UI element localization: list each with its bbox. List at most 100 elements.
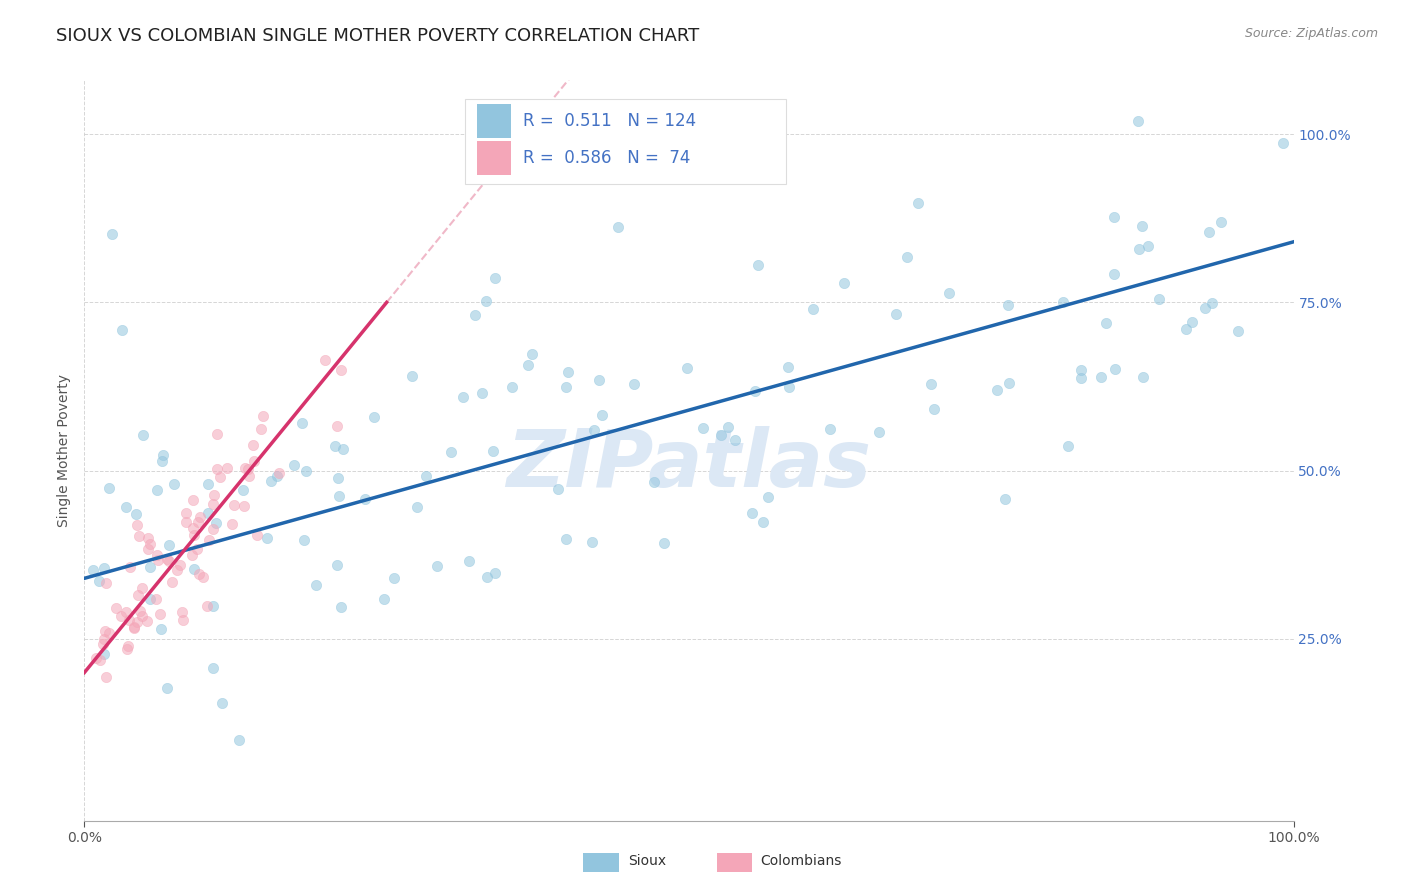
Point	[471, 386, 494, 401]
Point	[1052, 295, 1074, 310]
Point	[1132, 370, 1154, 384]
Point	[752, 515, 775, 529]
Point	[458, 554, 481, 568]
Point	[128, 529, 150, 543]
Point	[94, 576, 117, 591]
Point	[211, 697, 233, 711]
Point	[138, 541, 160, 556]
Point	[676, 361, 699, 376]
Point	[122, 621, 145, 635]
Point	[305, 578, 328, 592]
Point	[522, 347, 544, 361]
Point	[190, 510, 212, 524]
Point	[217, 461, 239, 475]
Point	[884, 307, 907, 321]
Point	[87, 574, 110, 588]
Point	[607, 220, 630, 235]
Point	[205, 462, 228, 476]
Point	[105, 601, 128, 615]
Point	[94, 670, 117, 684]
Point	[118, 613, 141, 627]
FancyBboxPatch shape	[717, 853, 752, 872]
Point	[114, 500, 136, 515]
Point	[501, 380, 523, 394]
Point	[326, 471, 349, 485]
Point	[1126, 113, 1149, 128]
Text: ZIPatlas: ZIPatlas	[506, 426, 872, 504]
Point	[224, 498, 246, 512]
Point	[652, 535, 675, 549]
Point	[1201, 296, 1223, 310]
Point	[232, 483, 254, 497]
Point	[330, 599, 353, 614]
Point	[363, 410, 385, 425]
Point	[152, 448, 174, 462]
Point	[181, 493, 204, 508]
Point	[139, 592, 162, 607]
Point	[776, 360, 799, 375]
Point	[1198, 225, 1220, 239]
Point	[131, 581, 153, 595]
Point	[1227, 324, 1250, 338]
Point	[202, 599, 225, 614]
Point	[166, 563, 188, 577]
Point	[93, 561, 115, 575]
Point	[127, 518, 149, 533]
Point	[986, 383, 1008, 397]
Point	[195, 599, 218, 613]
Point	[692, 421, 714, 435]
Point	[1209, 214, 1232, 228]
Point	[209, 469, 232, 483]
Point	[238, 462, 260, 476]
Point	[157, 538, 180, 552]
Point	[482, 444, 505, 458]
Point	[330, 362, 353, 376]
Point	[294, 533, 316, 548]
Point	[801, 302, 824, 317]
Point	[623, 376, 645, 391]
Point	[832, 276, 855, 290]
Point	[259, 475, 281, 489]
Point	[146, 548, 169, 562]
Point	[150, 454, 173, 468]
Point	[250, 421, 273, 435]
Point	[233, 460, 256, 475]
Point	[938, 285, 960, 300]
Point	[547, 482, 569, 496]
Point	[484, 271, 506, 285]
Text: Source: ZipAtlas.com: Source: ZipAtlas.com	[1244, 27, 1378, 40]
Point	[557, 365, 579, 379]
Point	[256, 531, 278, 545]
Point	[174, 506, 197, 520]
Point	[183, 528, 205, 542]
Point	[724, 433, 747, 447]
Point	[93, 632, 115, 647]
Text: SIOUX VS COLOMBIAN SINGLE MOTHER POVERTY CORRELATION CHART: SIOUX VS COLOMBIAN SINGLE MOTHER POVERTY…	[56, 27, 700, 45]
Point	[583, 423, 606, 437]
Point	[1102, 268, 1125, 282]
Point	[172, 606, 194, 620]
Point	[516, 358, 538, 372]
Point	[127, 588, 149, 602]
Point	[101, 227, 124, 241]
Point	[818, 422, 841, 436]
Point	[172, 613, 194, 627]
Point	[1070, 363, 1092, 377]
Point	[221, 517, 243, 532]
Point	[246, 528, 269, 542]
Point	[1104, 362, 1126, 376]
Point	[148, 553, 170, 567]
Point	[125, 507, 148, 521]
Point	[125, 615, 148, 629]
Point	[157, 554, 180, 568]
Point	[920, 377, 942, 392]
Point	[93, 647, 115, 661]
Point	[115, 642, 138, 657]
Point	[997, 298, 1019, 312]
Point	[202, 488, 225, 502]
Point	[907, 196, 929, 211]
Point	[1057, 439, 1080, 453]
Point	[98, 626, 121, 640]
Point	[131, 609, 153, 624]
Point	[183, 562, 205, 576]
